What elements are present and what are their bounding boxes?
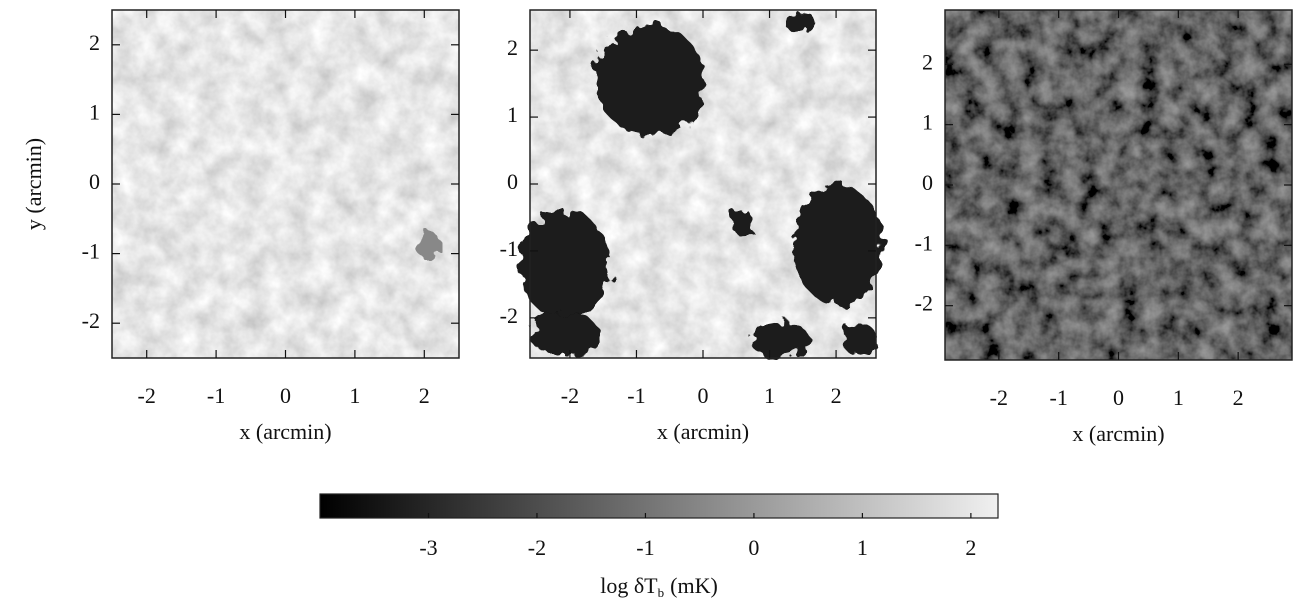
y-tick-label: -1 <box>82 239 100 264</box>
dark-region <box>793 185 883 305</box>
y-tick-label: 2 <box>89 30 100 55</box>
colorbar-tick-label: -2 <box>528 535 546 560</box>
x-axis-label: x (arcmin) <box>1072 421 1164 446</box>
colorbar-tick-label: -1 <box>636 535 654 560</box>
y-tick-label: -2 <box>915 291 933 316</box>
colorbar-tick-label: 2 <box>965 535 976 560</box>
x-tick-label: 1 <box>349 383 360 408</box>
dark-region <box>784 12 816 32</box>
x-tick-label: -2 <box>990 385 1008 410</box>
colorbar-label-text: log δT <box>600 573 658 598</box>
x-tick-label: -2 <box>561 383 579 408</box>
y-tick-label: 1 <box>89 99 100 124</box>
image-panel <box>945 10 1292 360</box>
y-tick-label: 0 <box>507 169 518 194</box>
colorbar-label: log δTb (mK) <box>600 573 718 600</box>
y-tick-label: -2 <box>82 308 100 333</box>
x-tick-label: -1 <box>627 383 645 408</box>
dark-region <box>750 322 810 358</box>
colorbar-tick-label: 1 <box>857 535 868 560</box>
y-tick-label: 0 <box>922 170 933 195</box>
x-tick-label: 1 <box>764 383 775 408</box>
x-tick-label: 0 <box>1113 385 1124 410</box>
colorbar-tick-label: 0 <box>748 535 759 560</box>
x-tick-label: -1 <box>207 383 225 408</box>
colorbar-label-unit: (mK) <box>670 573 718 598</box>
x-axis-label: x (arcmin) <box>657 419 749 444</box>
colorbar <box>319 493 999 519</box>
colorbar-label-subscript: b <box>658 585 665 600</box>
y-tick-label: -1 <box>500 236 518 261</box>
y-axis-label: y (arcmin) <box>21 138 46 230</box>
x-tick-label: 1 <box>1173 385 1184 410</box>
x-tick-label: 2 <box>831 383 842 408</box>
x-tick-label: 0 <box>280 383 291 408</box>
y-tick-label: -2 <box>500 303 518 328</box>
y-tick-label: 2 <box>507 35 518 60</box>
ionized-regions <box>520 12 883 358</box>
x-tick-label: 2 <box>1233 385 1244 410</box>
dark-region <box>732 208 752 236</box>
dark-region <box>530 313 600 357</box>
colorbar-tick-label: -3 <box>419 535 437 560</box>
dark-region <box>595 25 705 135</box>
y-tick-label: 2 <box>922 49 933 74</box>
y-tick-label: 0 <box>89 169 100 194</box>
dark-region <box>842 324 878 356</box>
y-tick-label: 1 <box>922 110 933 135</box>
x-tick-label: 2 <box>419 383 430 408</box>
image-panel <box>112 10 459 358</box>
x-tick-label: -2 <box>138 383 156 408</box>
y-tick-label: 1 <box>507 102 518 127</box>
y-tick-label: -1 <box>915 230 933 255</box>
x-tick-label: -1 <box>1050 385 1068 410</box>
x-axis-label: x (arcmin) <box>239 419 331 444</box>
ionized-regions <box>416 231 440 259</box>
x-tick-label: 0 <box>698 383 709 408</box>
dark-region <box>416 231 440 259</box>
dark-region <box>520 210 610 320</box>
